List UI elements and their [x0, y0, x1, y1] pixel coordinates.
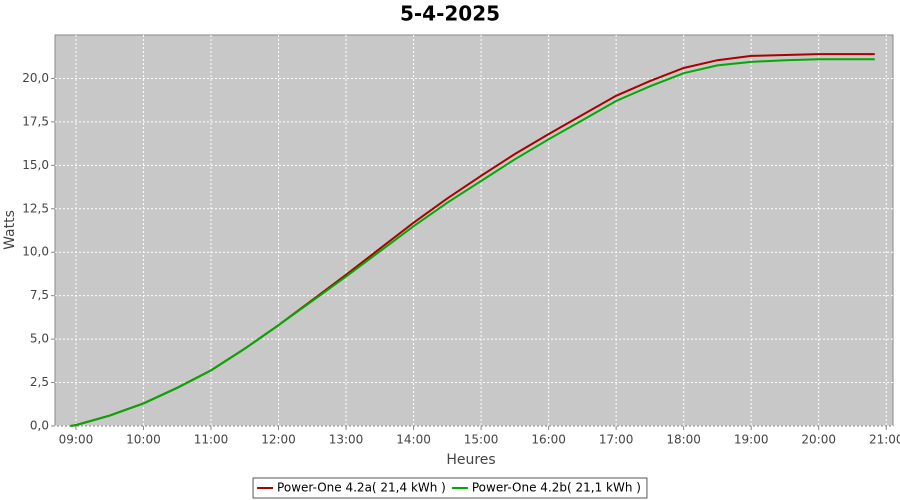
y-tick-label: 12,5 [22, 201, 49, 215]
x-tick-label: 21:00 [869, 433, 900, 447]
x-tick-label: 17:00 [599, 433, 634, 447]
x-tick-label: 15:00 [464, 433, 499, 447]
x-tick-label: 14:00 [396, 433, 431, 447]
y-tick-label: 0,0 [30, 419, 49, 433]
x-tick-label: 13:00 [329, 433, 364, 447]
x-tick-label: 19:00 [734, 433, 769, 447]
legend: Power-One 4.2a( 21,4 kWh ) Power-One 4.2b… [252, 477, 648, 499]
chart-title: 5-4-2025 [400, 2, 500, 26]
x-axis-label: Heures [446, 452, 495, 468]
y-tick-label: 15,0 [22, 158, 49, 172]
legend-label: Power-One 4.2a( 21,4 kWh ) [277, 481, 446, 495]
y-tick-label: 5,0 [30, 332, 49, 346]
y-tick-label: 20,0 [22, 71, 49, 85]
y-tick-label: 17,5 [22, 114, 49, 128]
x-tick-label: 11:00 [194, 433, 229, 447]
legend-label: Power-One 4.2b( 21,1 kWh ) [472, 481, 641, 495]
y-tick-label: 2,5 [30, 375, 49, 389]
line-series [70, 58, 875, 427]
x-tick-label: 20:00 [801, 433, 836, 447]
legend-box [252, 477, 648, 499]
x-tick-label: 09:00 [59, 433, 94, 447]
x-tick-label: 12:00 [261, 433, 296, 447]
y-tick-label: 7,5 [30, 288, 49, 302]
y-axis-label: Watts [2, 210, 18, 250]
plot-area [54, 34, 894, 427]
x-tick-label: 16:00 [531, 433, 566, 447]
x-tick-label: 18:00 [666, 433, 701, 447]
y-tick-label: 10,0 [22, 245, 49, 259]
x-tick-label: 10:00 [126, 433, 161, 447]
